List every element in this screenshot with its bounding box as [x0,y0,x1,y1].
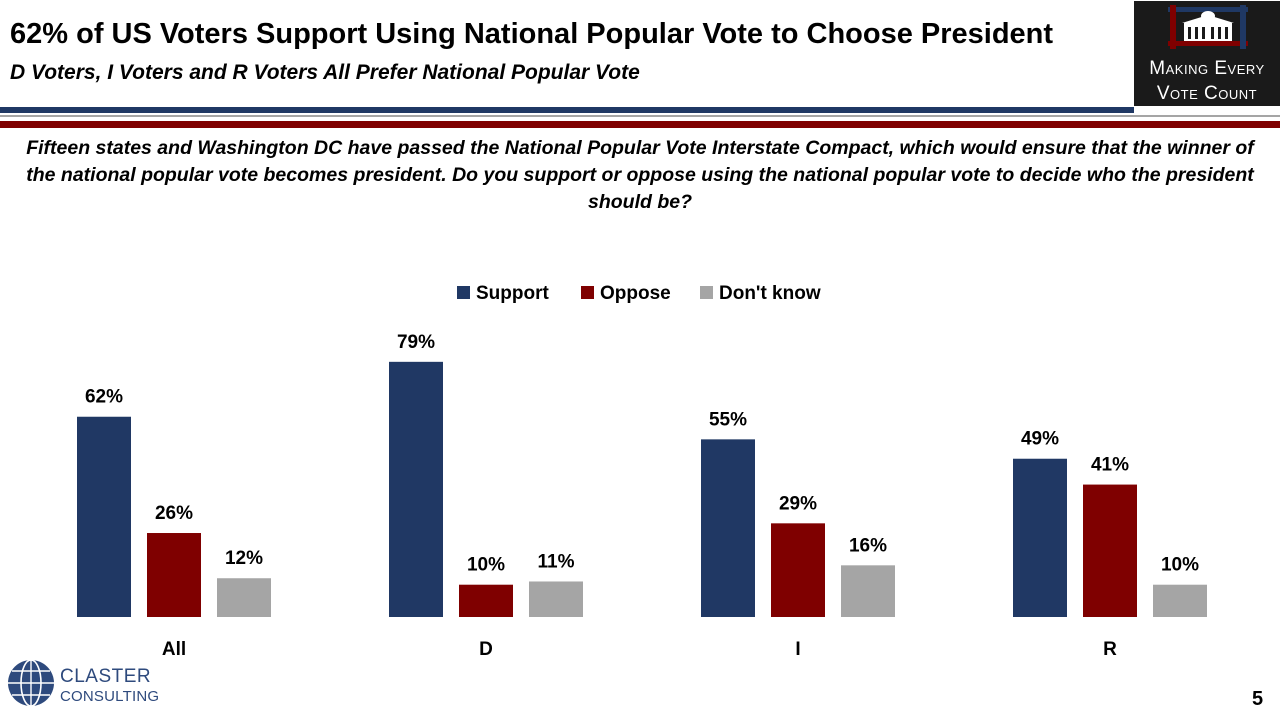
bar-support-all [77,416,131,617]
category-label-all: All [162,639,186,660]
legend-label-support: Support [476,283,549,304]
data-label-don-t-know-d: 11% [538,551,575,572]
globe-icon [8,659,54,707]
bar-oppose-i [771,523,825,617]
category-label-d: D [479,639,493,660]
bar-don-t-know-r [1153,584,1207,617]
data-label-support-i: 55% [709,409,747,430]
data-label-oppose-i: 29% [779,493,817,514]
bar-support-i [701,439,755,617]
bar-oppose-d [459,584,513,617]
company-name-line2: CONSULTING [60,688,160,705]
data-label-support-all: 62% [85,387,123,408]
survey-question: Fifteen states and Washington DC have pa… [26,137,1254,213]
category-label-r: R [1103,639,1117,660]
making-every-vote-count-logo: Making Every Vote Count [1134,1,1280,106]
claster-consulting-logo: CLASTER CONSULTING [6,652,160,716]
category-label-i: I [795,639,800,660]
legend-swatch-oppose [581,286,594,299]
header-rule-red [0,121,1280,128]
legend-swatch-support [457,286,470,299]
header-rule-blue [0,107,1134,113]
legend-swatch-don-t-know [700,286,713,299]
company-name-line1: CLASTER [60,666,152,687]
legend-label-don-t-know: Don't know [719,283,821,304]
data-label-support-d: 79% [397,332,435,353]
header-rule-gray [0,115,1280,117]
data-label-don-t-know-r: 10% [1161,555,1199,576]
legend-label-oppose: Oppose [600,283,671,304]
data-label-oppose-r: 41% [1091,455,1129,476]
logo-text-line2: Vote Count [1156,83,1258,104]
bar-support-r [1013,458,1067,617]
bar-support-d [389,361,443,617]
page-subtitle: D Voters, I Voters and R Voters All Pref… [10,61,640,84]
data-label-don-t-know-i: 16% [849,535,887,556]
bar-oppose-all [147,533,201,617]
logo-text-line1: Making Every [1149,58,1265,79]
data-label-oppose-d: 10% [467,555,505,576]
data-label-oppose-all: 26% [155,503,193,524]
bar-oppose-r [1083,484,1137,617]
data-label-support-r: 49% [1021,429,1059,450]
data-label-don-t-know-all: 12% [225,548,263,569]
page-title: 62% of US Voters Support Using National … [10,18,1054,50]
bar-don-t-know-d [529,581,583,617]
bar-don-t-know-i [841,565,895,617]
white-house-icon [1168,5,1248,49]
bar-don-t-know-all [217,578,271,617]
page-number: 5 [1252,688,1264,710]
